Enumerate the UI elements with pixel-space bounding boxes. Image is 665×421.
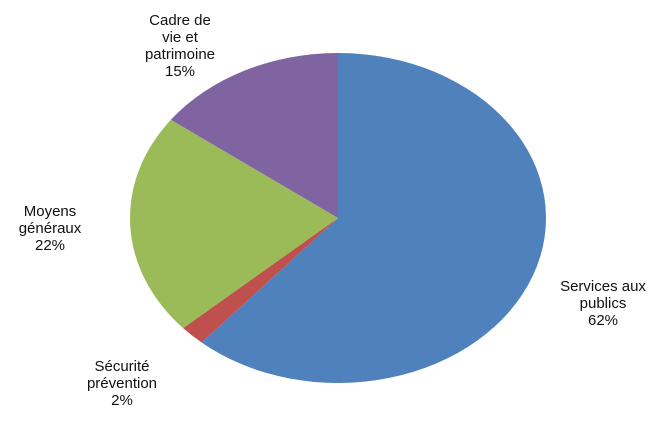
slice-label: Services aux publics 62% [556, 278, 651, 329]
pie-slice [183, 218, 338, 343]
percent-label: 15% [164, 63, 196, 80]
slice-label: Cadre de vie et patrimoine 15% [141, 12, 219, 80]
percent-label: 62% [587, 312, 619, 329]
slice-label: Moyens généraux 22% [13, 203, 88, 254]
category-label: Sécurité prévention [86, 358, 158, 392]
slice-label: Sécurité prévention 2% [80, 358, 165, 409]
pie-slice [201, 53, 547, 383]
percent-label: 22% [34, 237, 66, 254]
category-label: Services aux publics [560, 278, 646, 312]
percent-label: 2% [111, 392, 133, 409]
category-label: Moyens généraux [18, 203, 82, 237]
pie-slice [170, 53, 338, 218]
category-label: Cadre de vie et patrimoine [144, 12, 216, 63]
pie-slice [130, 119, 338, 329]
